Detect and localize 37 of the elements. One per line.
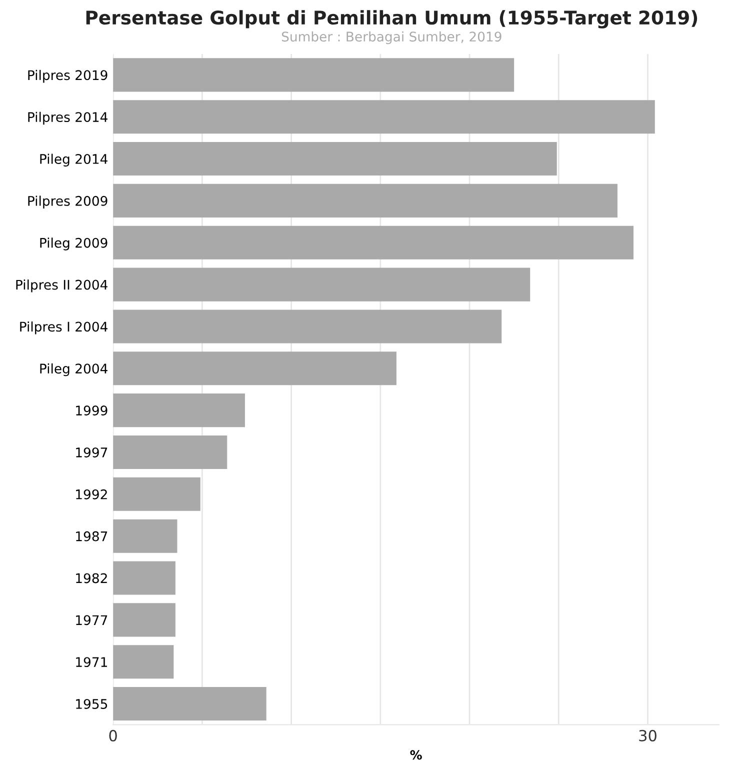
bar bbox=[113, 603, 176, 637]
y-tick-label: 1977 bbox=[76, 615, 108, 626]
bar bbox=[113, 310, 502, 344]
y-tick-label: Pileg 2004 bbox=[40, 363, 108, 376]
y-tick-label: Pilpres II 2004 bbox=[16, 280, 108, 292]
y-tick-label: 1987 bbox=[76, 531, 108, 542]
bar bbox=[113, 58, 514, 92]
bar bbox=[113, 687, 266, 721]
bar bbox=[113, 352, 396, 386]
bar bbox=[113, 645, 174, 679]
y-tick-label: 1997 bbox=[76, 447, 108, 458]
bar bbox=[113, 519, 178, 553]
bar bbox=[113, 394, 245, 428]
bar bbox=[113, 226, 634, 260]
bar bbox=[113, 268, 530, 302]
bar bbox=[113, 435, 228, 470]
y-tick-label: Pilpres 2009 bbox=[28, 196, 108, 208]
y-tick-label: 1971 bbox=[76, 657, 107, 668]
y-tick-label: Pileg 2009 bbox=[40, 238, 108, 250]
y-tick-label: 1992 bbox=[76, 489, 107, 500]
y-tick-label: 1999 bbox=[76, 406, 108, 416]
chart-title: Persentase Golput di Pemilihan Umum (1955-Target 2019) bbox=[86, 10, 698, 28]
x-axis-title: % bbox=[410, 750, 422, 760]
bar bbox=[113, 184, 618, 218]
y-tick-label: Pilpres 2019 bbox=[28, 70, 108, 83]
y-tick-label: 1955 bbox=[76, 699, 108, 709]
bar bbox=[113, 477, 200, 511]
bar bbox=[113, 561, 176, 595]
y-tick-label: Pilpres I 2004 bbox=[20, 321, 108, 334]
chart-subtitle: Sumber : Berbagai Sumber, 2019 bbox=[282, 31, 502, 44]
y-tick-label: Pileg 2014 bbox=[40, 154, 108, 167]
x-tick-label: 0 bbox=[109, 730, 117, 742]
y-tick-label: 1982 bbox=[76, 573, 107, 584]
y-tick-label: Pilpres 2014 bbox=[28, 112, 108, 125]
bar bbox=[113, 142, 557, 176]
x-tick-label: 30 bbox=[639, 730, 656, 742]
bar bbox=[113, 100, 655, 134]
